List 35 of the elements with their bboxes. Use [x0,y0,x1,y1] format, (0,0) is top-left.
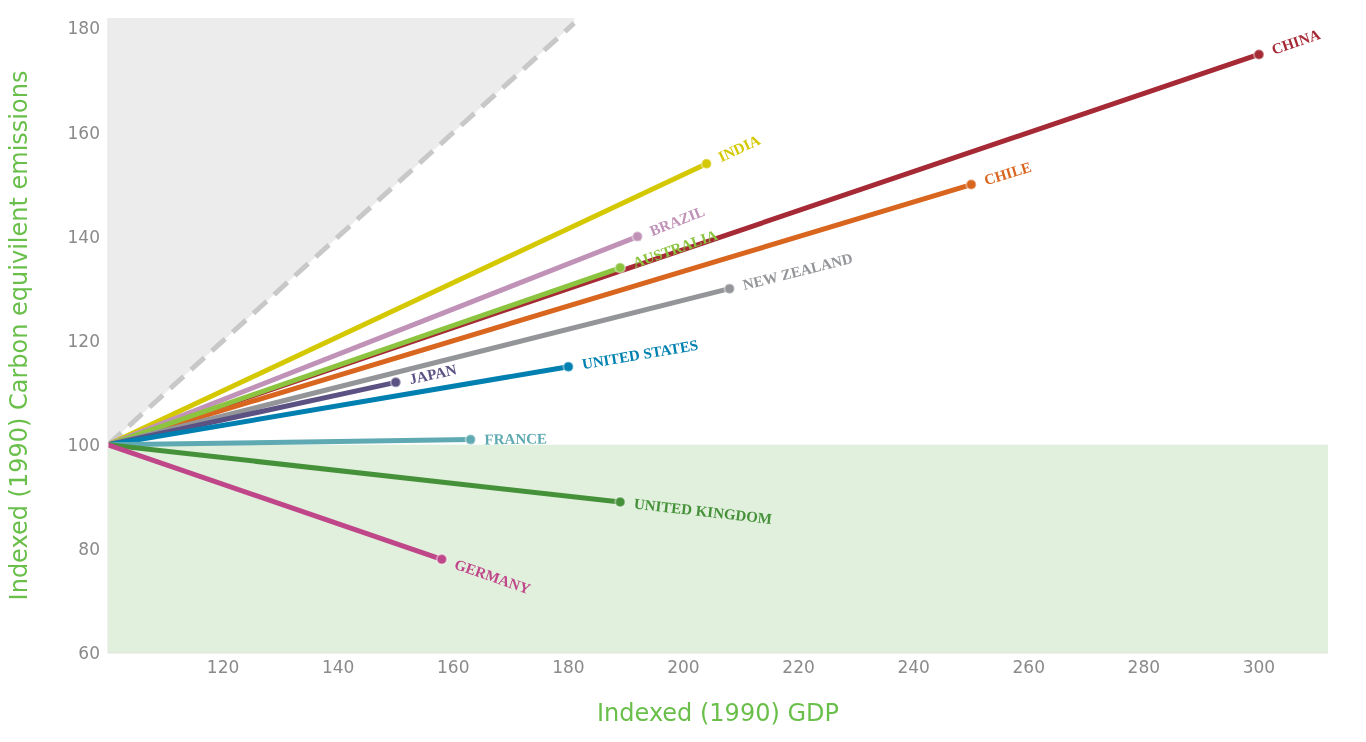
y-tick-label: 160 [67,122,100,143]
x-tick-label: 160 [437,657,470,678]
x-tick-label: 120 [206,657,240,678]
text: CHINA [1269,26,1323,58]
x-tick-label: 240 [897,657,930,678]
text: CHILE [982,158,1034,189]
point [723,282,736,295]
x-tick-label: 140 [321,657,355,678]
y-tick-label: 100 [67,434,100,455]
point [965,178,978,191]
x-tick-label: 220 [782,657,815,678]
x-tick-label: 180 [552,657,585,678]
x-tick-label: 260 [1012,657,1045,678]
x-tick-label: 200 [667,657,700,678]
point [614,261,627,274]
point [700,157,713,170]
y-tick-label: 60 [78,643,100,664]
series-label: FRANCE [484,430,548,448]
y-tick-label: 140 [67,226,100,247]
point [614,496,627,509]
x-axis-title: Indexed (1990) GDP [597,699,839,727]
point [464,433,477,446]
x-tick-label: 280 [1127,657,1161,678]
x-tick-label: 300 [1242,657,1276,678]
text: UNITED STATES [580,336,700,373]
point [562,360,575,373]
y-tick-label: 120 [67,330,100,351]
text: UNITED KINGDOM [633,495,773,527]
y-axis-title: Indexed (1990) Carbon equivilent emissions [4,70,33,601]
point [1252,48,1265,61]
point [389,376,402,389]
y-tick-label: 180 [67,18,100,39]
point [435,553,448,566]
y-tick-label: 80 [78,538,100,559]
text: JAPAN [407,361,459,388]
